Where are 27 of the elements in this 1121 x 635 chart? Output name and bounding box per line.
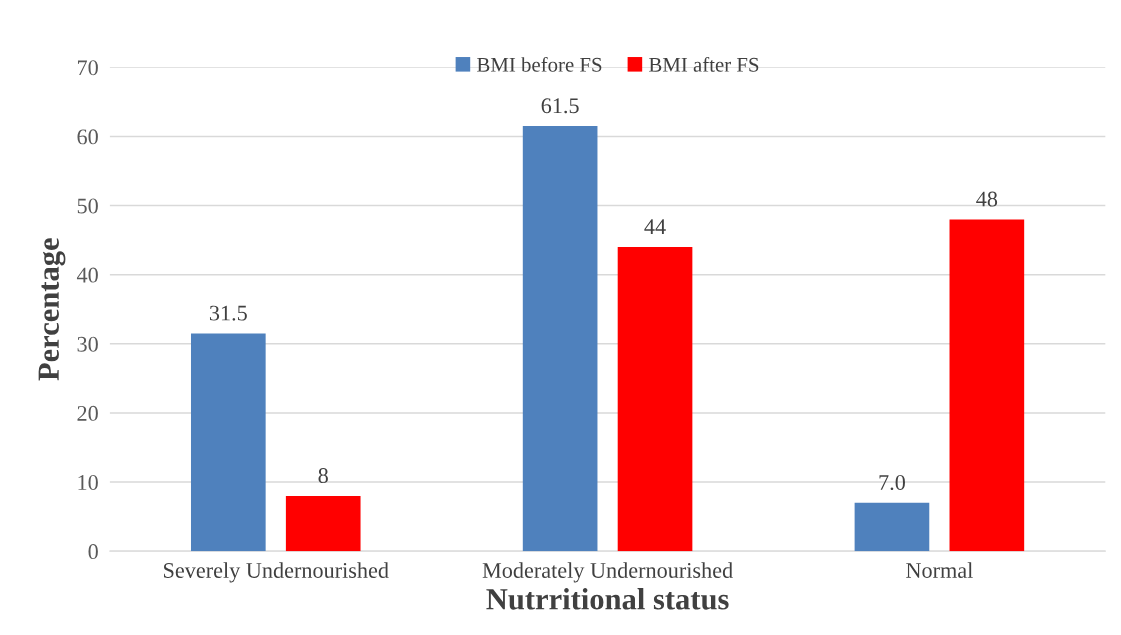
bar [190, 333, 266, 552]
legend-label: BMI before FS [477, 56, 602, 72]
x-tick-label: Moderately Undernourished [482, 562, 733, 583]
y-axis-title: Percentage [38, 238, 66, 381]
data-label: 48 [976, 191, 998, 207]
bar [949, 219, 1025, 552]
x-tick-label: Normal [906, 562, 973, 578]
bar [285, 495, 361, 552]
y-tick-label: 0 [88, 544, 98, 560]
x-tick-label: Severely Undernourished [164, 562, 389, 583]
bar [854, 502, 930, 552]
y-tick-label: 10 [78, 474, 98, 490]
x-axis-title: Nutrritional status [486, 588, 729, 610]
y-tick-label: 60 [77, 129, 98, 145]
data-label: 7.0 [879, 474, 905, 491]
bar [617, 247, 693, 552]
legend-label: BMI after FS [649, 56, 759, 72]
data-label: 8 [318, 468, 328, 484]
y-tick-label: 70 [77, 60, 98, 76]
data-label: 44 [644, 219, 666, 234]
data-label: 61.5 [541, 98, 579, 114]
y-tick-label: 20 [77, 405, 98, 421]
y-tick-label: 40 [76, 267, 98, 283]
y-tick-label: 50 [77, 198, 98, 214]
data-label: 31.5 [209, 305, 247, 321]
y-tick-label: 30 [77, 336, 98, 352]
bar [522, 126, 598, 552]
